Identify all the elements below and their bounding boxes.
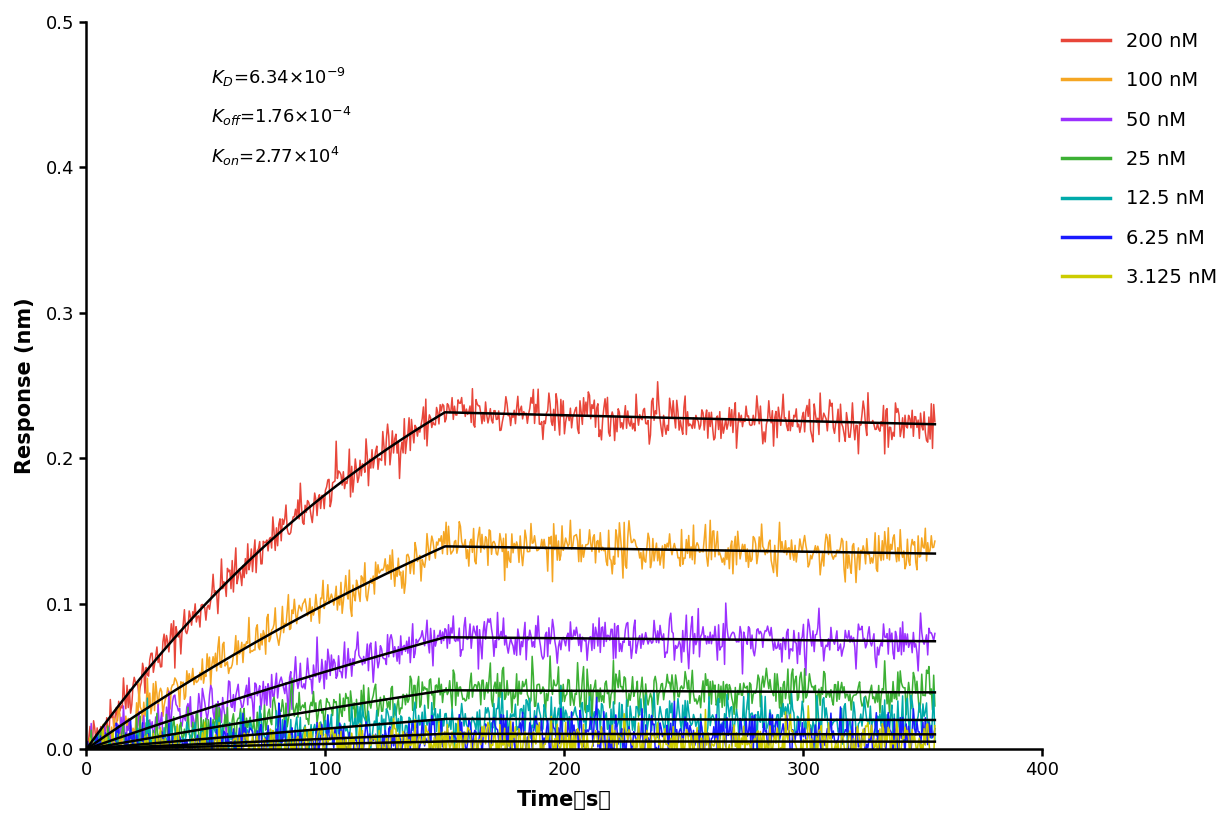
Y-axis label: Response (nm): Response (nm) bbox=[15, 297, 34, 474]
Legend: 200 nM, 100 nM, 50 nM, 25 nM, 12.5 nM, 6.25 nM, 3.125 nM: 200 nM, 100 nM, 50 nM, 25 nM, 12.5 nM, 6… bbox=[1062, 31, 1217, 287]
Text: $K_{D}$=6.34×10$^{-9}$
$K_{off}$=1.76×10$^{-4}$
$K_{on}$=2.77×10$^{4}$: $K_{D}$=6.34×10$^{-9}$ $K_{off}$=1.76×10… bbox=[211, 66, 351, 167]
X-axis label: Time（s）: Time（s） bbox=[517, 790, 612, 810]
